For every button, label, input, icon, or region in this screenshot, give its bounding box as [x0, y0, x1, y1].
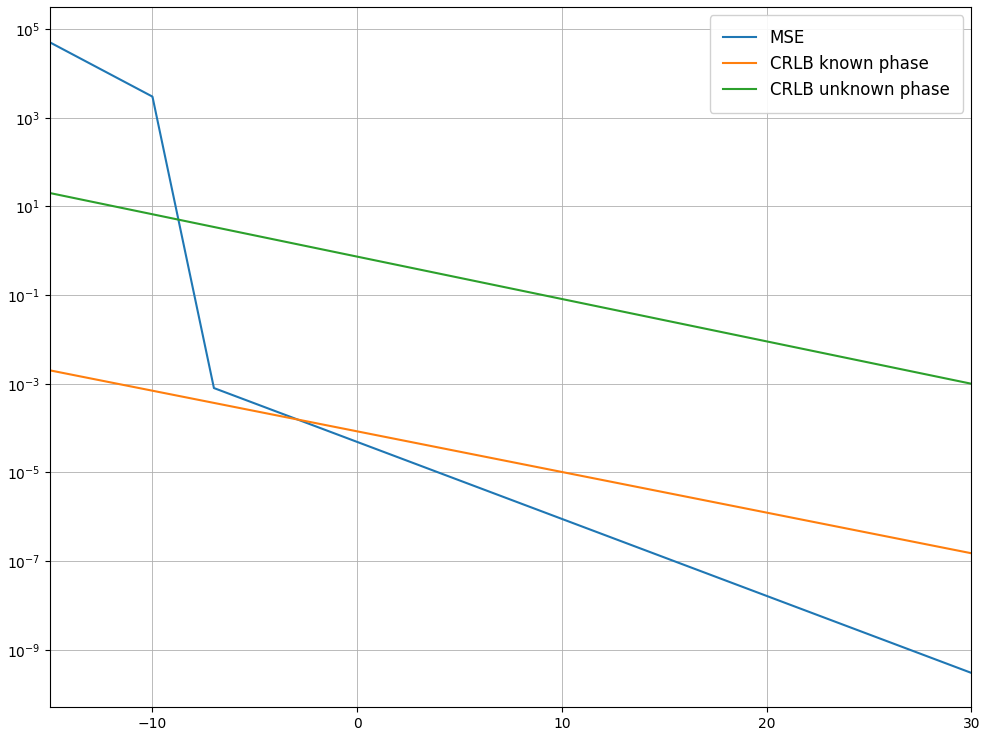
MSE: [211, 385, 223, 394]
Legend: MSE, CRLB known phase, CRLB unknown phase: MSE, CRLB known phase, CRLB unknown phas…: [709, 15, 962, 113]
CRLB known phase: [964, 549, 976, 558]
Line: MSE: MSE: [50, 43, 970, 673]
CRLB unknown phase: [964, 379, 976, 388]
CRLB unknown phase: [731, 331, 742, 339]
CRLB unknown phase: [395, 261, 407, 270]
MSE: [597, 530, 608, 539]
CRLB known phase: [44, 366, 56, 375]
CRLB known phase: [731, 503, 742, 511]
CRLB unknown phase: [801, 345, 812, 354]
MSE: [964, 669, 976, 677]
CRLB unknown phase: [643, 313, 655, 322]
MSE: [801, 607, 812, 615]
MSE: [643, 548, 655, 556]
CRLB unknown phase: [211, 224, 223, 232]
CRLB known phase: [395, 436, 407, 445]
CRLB known phase: [597, 475, 608, 484]
CRLB known phase: [801, 517, 812, 525]
Line: CRLB unknown phase: CRLB unknown phase: [50, 193, 970, 384]
Line: CRLB known phase: CRLB known phase: [50, 370, 970, 554]
CRLB unknown phase: [44, 189, 56, 198]
CRLB unknown phase: [597, 303, 608, 312]
MSE: [395, 455, 407, 463]
CRLB known phase: [211, 399, 223, 408]
MSE: [44, 38, 56, 47]
CRLB known phase: [643, 485, 655, 494]
MSE: [731, 581, 742, 590]
